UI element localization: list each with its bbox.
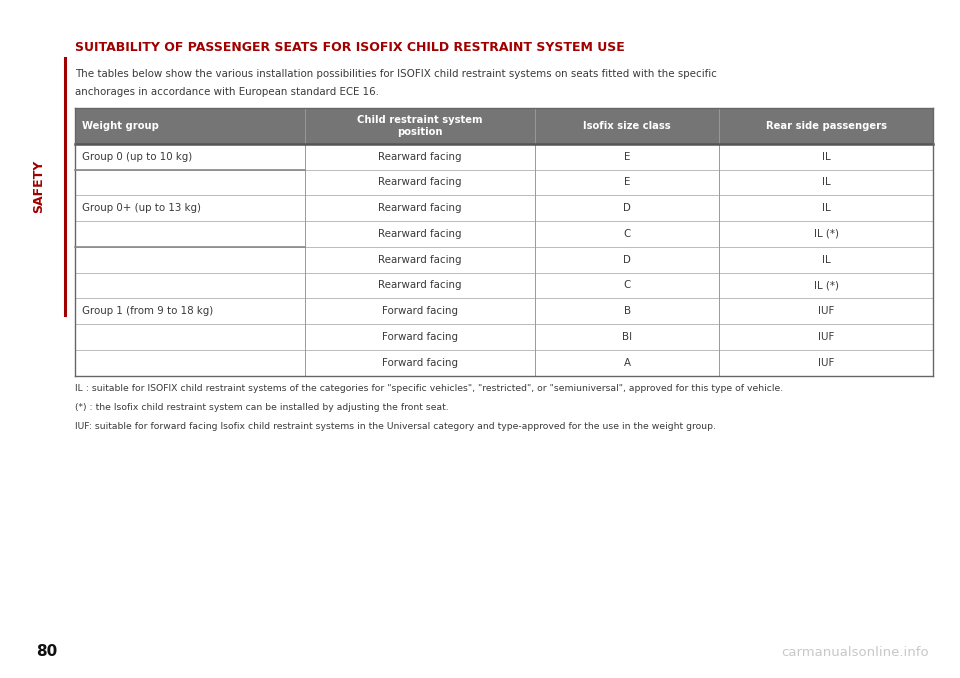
Text: Group 1 (from 9 to 18 kg): Group 1 (from 9 to 18 kg)	[82, 306, 213, 316]
Text: Rearward facing: Rearward facing	[378, 281, 462, 290]
Text: E: E	[624, 178, 631, 187]
Text: D: D	[623, 255, 631, 264]
Text: IUF: IUF	[818, 332, 834, 342]
Bar	[75, 108, 933, 144]
Text: Rear side passengers: Rear side passengers	[766, 121, 887, 131]
Text: IL: IL	[822, 152, 830, 161]
Text: The tables below show the various installation possibilities for ISOFIX child re: The tables below show the various instal…	[75, 69, 717, 79]
Text: Rearward facing: Rearward facing	[378, 152, 462, 161]
Text: IL : suitable for ISOFIX child restraint systems of the categories for "specific: IL : suitable for ISOFIX child restraint…	[75, 384, 783, 393]
Text: D: D	[623, 203, 631, 213]
Text: Forward facing: Forward facing	[382, 332, 458, 342]
Text: Forward facing: Forward facing	[382, 306, 458, 316]
Text: IL: IL	[822, 255, 830, 264]
Text: Rearward facing: Rearward facing	[378, 229, 462, 239]
Text: C: C	[624, 229, 631, 239]
Text: Weight group: Weight group	[82, 121, 158, 131]
Text: Child restraint system
position: Child restraint system position	[357, 115, 483, 138]
Text: Rearward facing: Rearward facing	[378, 178, 462, 187]
Text: IL (*): IL (*)	[814, 281, 839, 290]
Text: Forward facing: Forward facing	[382, 358, 458, 367]
Text: Rearward facing: Rearward facing	[378, 203, 462, 213]
Text: E: E	[624, 152, 631, 161]
Text: Group 0+ (up to 13 kg): Group 0+ (up to 13 kg)	[82, 203, 201, 213]
Text: SUITABILITY OF PASSENGER SEATS FOR ISOFIX CHILD RESTRAINT SYSTEM USE: SUITABILITY OF PASSENGER SEATS FOR ISOFI…	[75, 41, 625, 54]
Text: carmanualsonline.info: carmanualsonline.info	[781, 646, 929, 659]
Text: IUF: suitable for forward facing Isofix child restraint systems in the Universal: IUF: suitable for forward facing Isofix …	[75, 422, 716, 431]
Text: IUF: IUF	[818, 358, 834, 367]
Text: anchorages in accordance with European standard ECE 16.: anchorages in accordance with European s…	[75, 87, 379, 97]
Text: (*) : the Isofix child restraint system can be installed by adjusting the front : (*) : the Isofix child restraint system …	[75, 403, 448, 412]
Text: SAFETY: SAFETY	[32, 160, 45, 213]
Text: Group 0 (up to 10 kg): Group 0 (up to 10 kg)	[82, 152, 192, 161]
Text: Isofix size class: Isofix size class	[584, 121, 671, 131]
Text: BI: BI	[622, 332, 633, 342]
Text: IL (*): IL (*)	[814, 229, 839, 239]
Text: Rearward facing: Rearward facing	[378, 255, 462, 264]
Text: IUF: IUF	[818, 306, 834, 316]
Text: A: A	[624, 358, 631, 367]
Text: IL: IL	[822, 178, 830, 187]
Text: IL: IL	[822, 203, 830, 213]
Text: B: B	[624, 306, 631, 316]
Text: 80: 80	[36, 644, 58, 659]
Text: C: C	[624, 281, 631, 290]
